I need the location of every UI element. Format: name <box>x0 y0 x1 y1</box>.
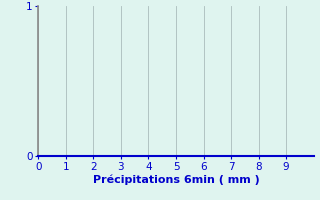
X-axis label: Précipitations 6min ( mm ): Précipitations 6min ( mm ) <box>92 174 260 185</box>
